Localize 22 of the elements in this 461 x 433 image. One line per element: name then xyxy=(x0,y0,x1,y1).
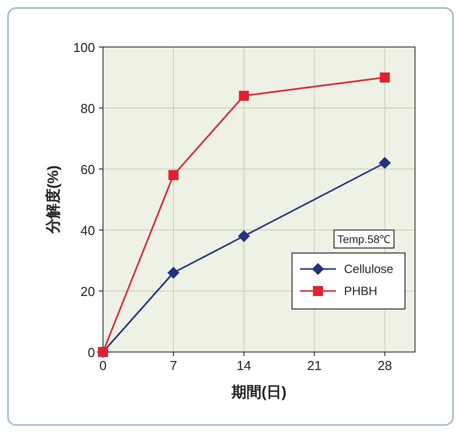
x-axis-title: 期間(日) xyxy=(230,384,286,401)
point xyxy=(238,90,249,101)
point xyxy=(380,72,390,82)
y-tick-label: 80 xyxy=(80,101,95,116)
point xyxy=(167,266,180,279)
y-axis-title: 分解度(%) xyxy=(44,165,62,235)
legend-label: Cellulose xyxy=(344,262,394,276)
x-tick-label: 7 xyxy=(170,358,178,373)
legend-label: PHBH xyxy=(344,284,378,298)
y-tick-label: 20 xyxy=(80,284,95,299)
y-tick-label: 0 xyxy=(88,345,95,360)
x-tick-label: 28 xyxy=(378,358,392,373)
point xyxy=(168,170,178,180)
x-tick-label: 21 xyxy=(307,358,322,373)
y-tick-label: 100 xyxy=(73,40,95,55)
x-tick-label: 14 xyxy=(236,358,252,373)
annotation: Temp.58℃ xyxy=(337,234,391,246)
point xyxy=(238,230,250,242)
x-tick-label: 0 xyxy=(99,358,107,373)
y-tick-label: 40 xyxy=(80,223,95,238)
y-tick-label: 60 xyxy=(80,162,95,177)
point xyxy=(378,156,391,169)
